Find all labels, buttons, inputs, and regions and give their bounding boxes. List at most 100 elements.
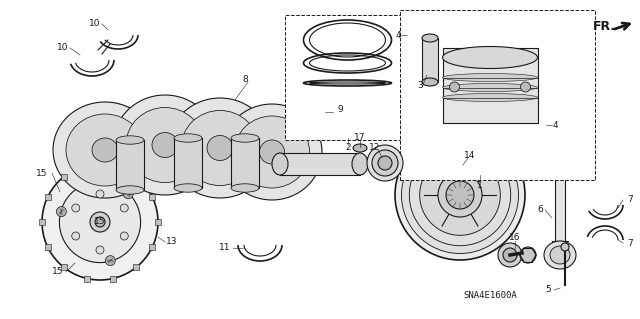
- Text: 16: 16: [509, 234, 521, 242]
- Ellipse shape: [401, 137, 518, 254]
- Ellipse shape: [442, 73, 538, 81]
- Text: 4: 4: [552, 121, 558, 130]
- Bar: [280, 153, 360, 175]
- Text: FR.: FR.: [593, 19, 616, 33]
- Circle shape: [124, 189, 133, 199]
- Text: 9: 9: [337, 106, 343, 115]
- Ellipse shape: [550, 246, 570, 264]
- Bar: [285, 15, 410, 140]
- Ellipse shape: [113, 95, 217, 195]
- Ellipse shape: [442, 93, 538, 101]
- Text: 6: 6: [537, 205, 543, 214]
- Ellipse shape: [174, 134, 202, 142]
- Text: 14: 14: [464, 151, 476, 160]
- Bar: [110, 276, 116, 282]
- Bar: [174, 138, 202, 188]
- Bar: [422, 38, 438, 82]
- Ellipse shape: [561, 243, 569, 251]
- Ellipse shape: [168, 98, 272, 198]
- Ellipse shape: [422, 78, 438, 86]
- Ellipse shape: [60, 182, 141, 263]
- Ellipse shape: [410, 144, 511, 246]
- Bar: [133, 174, 139, 180]
- Text: SNA4E1600A: SNA4E1600A: [463, 291, 517, 300]
- Ellipse shape: [222, 104, 322, 200]
- Text: 2: 2: [345, 144, 351, 152]
- Bar: [231, 138, 259, 188]
- Text: 3: 3: [417, 80, 423, 90]
- Ellipse shape: [520, 247, 536, 263]
- Bar: [116, 140, 144, 190]
- Ellipse shape: [90, 212, 110, 232]
- Ellipse shape: [95, 217, 105, 227]
- Bar: [133, 264, 139, 270]
- Ellipse shape: [446, 181, 474, 209]
- Text: 10: 10: [57, 43, 68, 53]
- Ellipse shape: [231, 184, 259, 192]
- Ellipse shape: [520, 82, 531, 92]
- Circle shape: [72, 232, 80, 240]
- Ellipse shape: [152, 132, 178, 158]
- Bar: [149, 244, 156, 250]
- Bar: [442, 48, 538, 122]
- Ellipse shape: [42, 164, 158, 280]
- Text: 15: 15: [94, 218, 106, 226]
- Text: 7: 7: [627, 196, 633, 204]
- Circle shape: [72, 204, 80, 212]
- Text: 5: 5: [545, 286, 551, 294]
- Text: 15: 15: [36, 168, 48, 177]
- Ellipse shape: [207, 136, 233, 160]
- Ellipse shape: [92, 138, 118, 162]
- Ellipse shape: [378, 156, 392, 170]
- Text: 7: 7: [627, 239, 633, 248]
- Ellipse shape: [372, 150, 398, 176]
- Ellipse shape: [352, 153, 368, 175]
- Ellipse shape: [422, 34, 438, 42]
- Polygon shape: [552, 158, 568, 241]
- Ellipse shape: [116, 186, 144, 194]
- Circle shape: [56, 207, 67, 217]
- Bar: [84, 276, 90, 282]
- Circle shape: [120, 232, 128, 240]
- Bar: [110, 162, 116, 168]
- Text: 10: 10: [89, 19, 100, 28]
- Ellipse shape: [272, 153, 288, 175]
- Ellipse shape: [442, 84, 538, 92]
- Ellipse shape: [174, 184, 202, 192]
- Ellipse shape: [438, 173, 482, 217]
- Ellipse shape: [181, 110, 259, 186]
- Ellipse shape: [116, 136, 144, 144]
- Bar: [61, 174, 67, 180]
- Ellipse shape: [395, 130, 525, 260]
- Bar: [149, 194, 156, 200]
- Bar: [45, 194, 51, 200]
- Circle shape: [106, 256, 115, 266]
- Text: 15: 15: [52, 268, 64, 277]
- Ellipse shape: [353, 144, 367, 152]
- Bar: [155, 219, 161, 225]
- Ellipse shape: [53, 102, 157, 198]
- Text: 11: 11: [220, 243, 231, 253]
- Ellipse shape: [234, 116, 310, 188]
- Ellipse shape: [231, 134, 259, 142]
- Text: 8: 8: [242, 76, 248, 85]
- Ellipse shape: [66, 114, 144, 186]
- Ellipse shape: [259, 140, 285, 164]
- Text: 4: 4: [395, 31, 401, 40]
- Bar: [400, 10, 595, 180]
- Ellipse shape: [498, 243, 522, 267]
- Ellipse shape: [126, 108, 204, 182]
- Text: 12: 12: [369, 144, 381, 152]
- Ellipse shape: [503, 248, 517, 262]
- Ellipse shape: [420, 155, 500, 235]
- Text: 1: 1: [477, 181, 483, 189]
- Ellipse shape: [442, 47, 538, 69]
- Circle shape: [96, 190, 104, 198]
- Bar: [39, 219, 45, 225]
- Circle shape: [96, 246, 104, 254]
- Ellipse shape: [367, 145, 403, 181]
- Bar: [61, 264, 67, 270]
- Text: 17: 17: [355, 133, 365, 143]
- Ellipse shape: [554, 150, 566, 160]
- Ellipse shape: [549, 146, 571, 164]
